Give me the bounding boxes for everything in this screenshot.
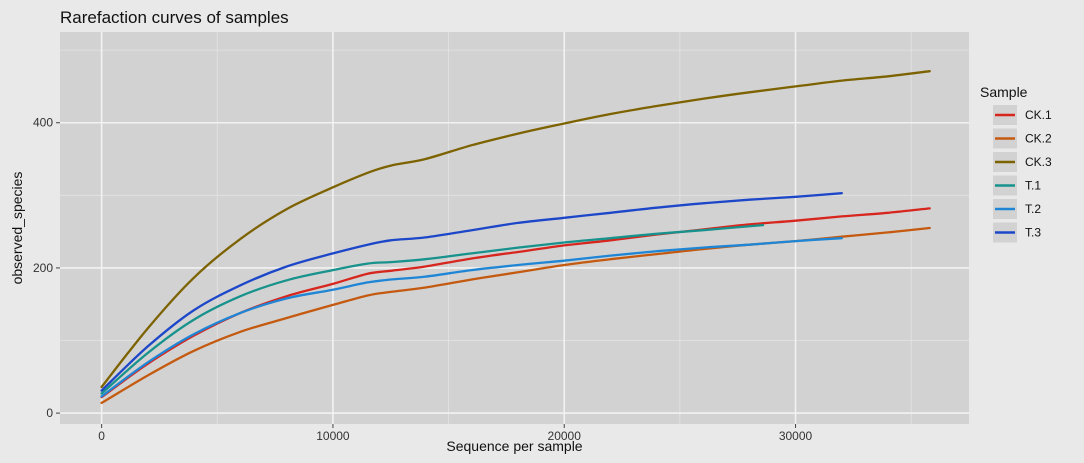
y-tick-label: 400 <box>33 116 53 130</box>
series-line-t-2 <box>100 237 843 398</box>
series-lines <box>100 70 931 405</box>
legend-label: T.1 <box>1025 179 1041 193</box>
x-axis-title: Sequence per sample <box>446 438 582 454</box>
chart-title: Rarefaction curves of samples <box>60 8 289 27</box>
plot-panel <box>60 32 969 424</box>
y-tick-label: 0 <box>46 406 53 420</box>
legend-item-ck-3: CK.3 <box>993 152 1052 172</box>
legend-item-ck-1: CK.1 <box>993 105 1052 125</box>
axis-ticks: 0 10000 20000 30000 0 200 400 <box>33 116 813 443</box>
legend-label: CK.1 <box>1025 108 1052 122</box>
x-tick-label: 10000 <box>316 429 350 443</box>
x-tick-label: 20000 <box>548 429 582 443</box>
legend-item-ck-2: CK.2 <box>993 128 1052 149</box>
legend-label: T.3 <box>1025 226 1041 240</box>
x-tick-label: 0 <box>98 429 105 443</box>
series-line-t-3 <box>100 192 843 392</box>
y-axis-title: observed_species <box>9 172 25 285</box>
legend-label: CK.3 <box>1025 155 1052 169</box>
legend-item-t-2: T.2 <box>993 199 1041 219</box>
legend-label: T.2 <box>1025 202 1041 216</box>
y-tick-label: 200 <box>33 261 53 275</box>
series-line-ck-3 <box>100 70 931 389</box>
legend-item-t-3: T.3 <box>993 222 1041 243</box>
legend-title: Sample <box>980 84 1028 100</box>
major-gridlines <box>60 32 969 424</box>
legend-item-t-1: T.1 <box>993 175 1041 196</box>
legend: Sample CK.1 CK.2 CK.3 T.1 T.2 T.3 <box>980 84 1052 243</box>
x-tick-label: 30000 <box>779 429 813 443</box>
series-line-t-1 <box>100 223 765 395</box>
legend-label: CK.2 <box>1025 132 1052 146</box>
